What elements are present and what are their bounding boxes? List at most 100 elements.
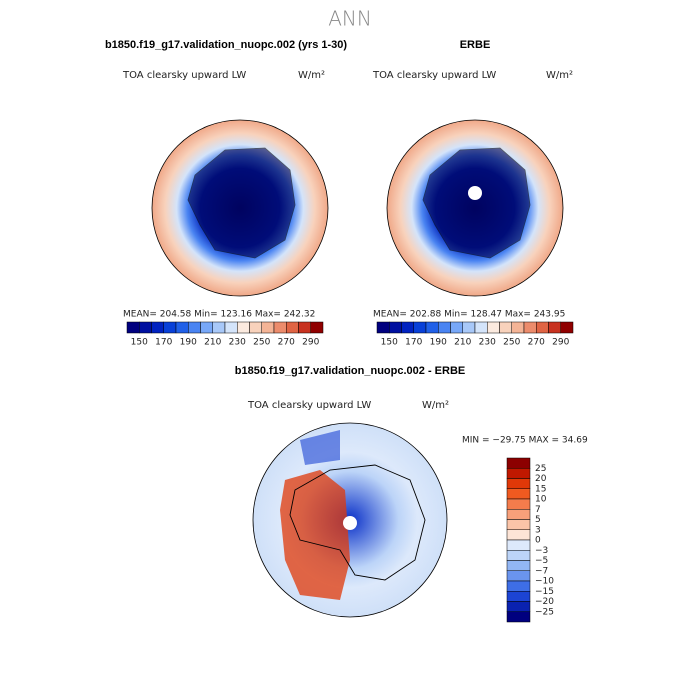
variable: TOA clearsky upward LW (122, 70, 246, 81)
coastline (422, 147, 531, 259)
colorbar-label: 7 (535, 505, 541, 515)
colorbar-swatch (175, 321, 189, 334)
colorbar-swatch (450, 321, 463, 334)
colorbar-swatch (298, 321, 311, 334)
variable: TOA clearsky upward LW (247, 400, 371, 411)
colorbar-swatch (237, 321, 250, 334)
colorbar-label: −20 (535, 597, 554, 607)
colorbar-swatch (499, 321, 512, 334)
colorbar-label: 250 (253, 338, 270, 348)
colorbar-swatch (523, 321, 537, 334)
colorbar-label: 210 (454, 338, 471, 348)
units: W/m² (546, 70, 573, 81)
colorbar-label: 270 (528, 338, 545, 348)
colorbar-swatch (462, 321, 476, 334)
colorbar-label: 230 (479, 338, 496, 348)
colorbar-label: 0 (535, 536, 541, 546)
colorbar-label: 25 (535, 464, 546, 474)
colorbar-label: 170 (405, 338, 422, 348)
colorbar-swatch (389, 321, 402, 334)
colorbar-label: 210 (204, 338, 221, 348)
colorbar-swatch (506, 468, 531, 479)
colorbar-swatch (506, 580, 531, 592)
colorbar-swatch (261, 321, 275, 334)
colorbar-swatch (151, 321, 164, 334)
stats: MEAN= 202.88 Min= 128.47 Max= 243.95 (373, 310, 565, 320)
colorbar-swatch (506, 539, 531, 551)
colorbar-swatch (506, 529, 531, 541)
panel-title: b1850.f19_g17.validation_nuopc.002 - ERB… (235, 365, 465, 377)
colorbar-swatch (506, 570, 531, 582)
missing-pole (343, 516, 357, 530)
colorbar-swatch (413, 321, 427, 334)
colorbar-swatch (506, 550, 531, 561)
variable: TOA clearsky upward LW (372, 70, 496, 81)
colorbar-swatch (506, 611, 531, 623)
colorbar-label: 230 (229, 338, 246, 348)
colorbar-swatch (474, 321, 488, 334)
colorbar-swatch (126, 321, 140, 334)
colorbar-label: 290 (302, 338, 319, 348)
colorbar-swatch (506, 498, 531, 510)
colorbar-label: 10 (535, 495, 547, 505)
colorbar-label: −5 (535, 556, 548, 566)
colorbar-swatch (506, 560, 531, 571)
panel-right: ERBE TOA clearsky upward LW W/m² MEAN= 2… (372, 39, 574, 348)
colorbar-swatch (438, 321, 451, 334)
colorbar-swatch (310, 321, 324, 334)
colorbar-label: −10 (535, 577, 554, 587)
colorbar-swatch (376, 321, 390, 334)
colorbar-swatch (560, 321, 574, 334)
colorbar-swatch (286, 321, 299, 334)
colorbar-label: −7 (535, 566, 548, 576)
colorbar: 150 170 190 210 230 250 270 290 (126, 321, 324, 348)
panel-left: b1850.f19_g17.validation_nuopc.002 (yrs … (105, 39, 347, 348)
colorbar-swatch (548, 321, 561, 334)
negative-anomaly (300, 430, 340, 465)
colorbar-swatch (506, 488, 531, 500)
units: W/m² (298, 70, 325, 81)
colorbar: 150 170 190 210 230 250 270 290 (376, 321, 574, 348)
coastline (187, 147, 296, 259)
colorbar-swatch (200, 321, 213, 334)
colorbar-label: 270 (278, 338, 295, 348)
stats: MEAN= 204.58 Min= 123.16 Max= 242.32 (123, 310, 315, 320)
colorbar-swatch (139, 321, 152, 334)
colorbar-label: 20 (535, 474, 547, 484)
colorbar-swatch (224, 321, 238, 334)
colorbar-label: −15 (535, 587, 554, 597)
colorbar-label: 290 (552, 338, 569, 348)
colorbar-label: −3 (535, 546, 548, 556)
colorbar-swatch (506, 591, 531, 602)
colorbar-swatch (487, 321, 500, 334)
missing-pole (468, 186, 482, 200)
colorbar-swatch (212, 321, 226, 334)
colorbar-swatch (506, 457, 531, 469)
colorbar-swatch (401, 321, 414, 334)
colorbar-swatch (188, 321, 201, 334)
colorbar-swatch (506, 509, 531, 520)
colorbar-label: 5 (535, 515, 541, 525)
colorbar-label: 190 (430, 338, 447, 348)
colorbar-label: −25 (535, 607, 554, 617)
panel-title: b1850.f19_g17.validation_nuopc.002 (yrs … (105, 39, 347, 51)
colorbar-swatch (506, 519, 531, 530)
colorbar-label: 150 (381, 338, 398, 348)
colorbar-label: 250 (503, 338, 520, 348)
colorbar-swatch (163, 321, 177, 334)
colorbar-label: 15 (535, 484, 546, 494)
colorbar-swatch (249, 321, 262, 334)
coastline (289, 464, 426, 581)
panel-title: ERBE (460, 39, 491, 51)
figure-title: ANN (328, 7, 372, 31)
colorbar-label: 150 (131, 338, 148, 348)
stats: MIN = −29.75 MAX = 34.69 (462, 436, 588, 446)
colorbar-label: 3 (535, 525, 541, 535)
colorbar-label: 190 (180, 338, 197, 348)
colorbar-label: 170 (155, 338, 172, 348)
panel-difference: b1850.f19_g17.validation_nuopc.002 - ERB… (235, 365, 588, 623)
colorbar-swatch (506, 601, 531, 612)
colorbar-swatch (425, 321, 439, 334)
